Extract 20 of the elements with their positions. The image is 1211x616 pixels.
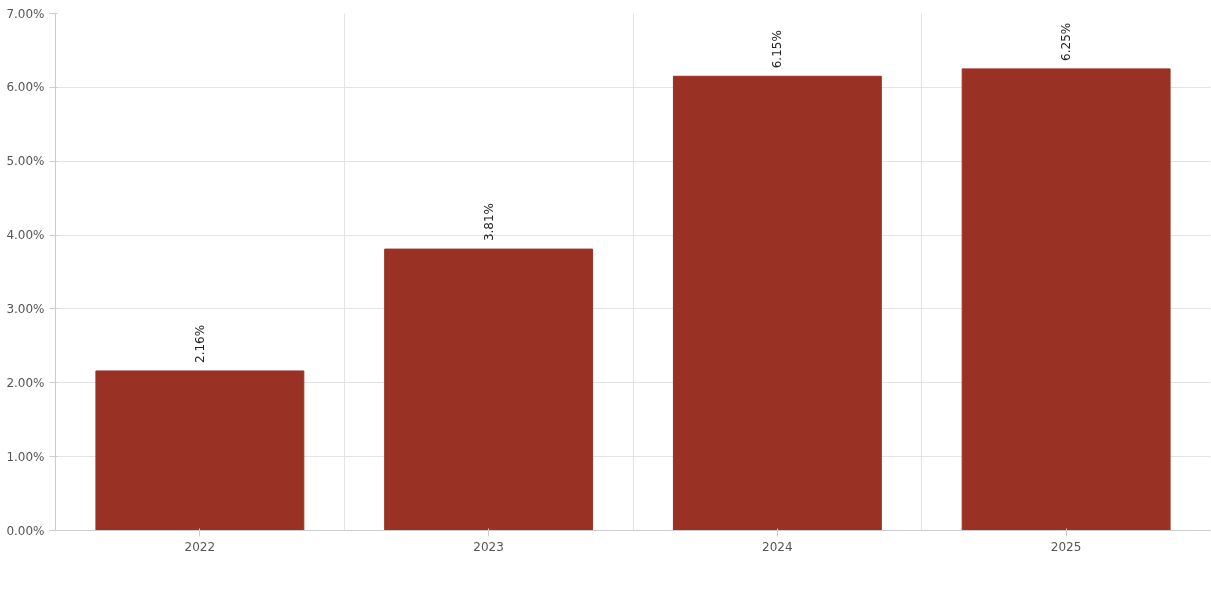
y-tick-label: 2.00% [6,375,45,390]
text: 6.15% [770,30,785,69]
y-tick-label: 1.00% [6,449,45,464]
y-tick-label: 7.00% [6,6,45,21]
y-tick-label: 3.00% [6,301,45,316]
bar [384,248,594,531]
bar [95,370,305,531]
text: 2.16% [192,324,207,363]
text: 3.81% [481,202,496,242]
x-tick-label: 2023 [473,539,504,554]
y-tick-label: 4.00% [6,228,45,243]
x-tick-label: 2024 [762,539,793,554]
text: 6.25% [1059,22,1074,61]
x-tick-label: 2022 [184,539,216,554]
x-tick-label: 2025 [1050,539,1082,554]
y-tick-label: 6.00% [6,80,45,95]
bar [672,75,882,531]
bar [961,68,1171,531]
y-tick-label: 5.00% [6,154,45,169]
y-tick-label: 0.00% [6,523,45,538]
